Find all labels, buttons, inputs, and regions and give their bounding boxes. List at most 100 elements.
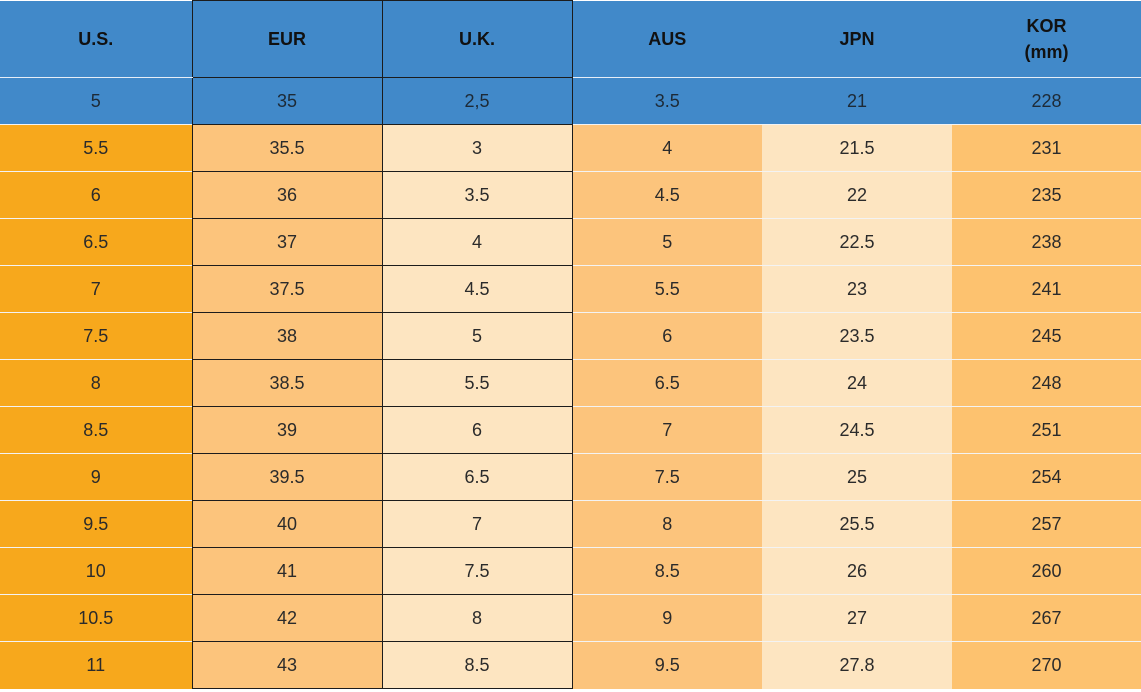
cell-us: 9 xyxy=(0,453,192,501)
header-aus: AUS xyxy=(571,0,762,78)
cell-jpn: 25 xyxy=(762,453,952,501)
cell-us: 10.5 xyxy=(0,594,192,642)
cell-uk: 7.5 xyxy=(381,547,573,595)
table-row: 8.5 39 6 7 24.5 251 xyxy=(0,406,1141,454)
cell-aus: 6.5 xyxy=(572,359,762,407)
cell-aus: 9 xyxy=(572,594,762,642)
table-row: 9.5 40 7 8 25.5 257 xyxy=(0,500,1141,548)
cell-aus: 4 xyxy=(572,124,762,172)
cell-jpn: 21.5 xyxy=(762,124,952,172)
cell-eur: 36 xyxy=(191,171,383,219)
cell-jpn: 26 xyxy=(762,547,952,595)
cell-eur: 39 xyxy=(191,406,383,454)
cell-jpn: 21 xyxy=(762,77,952,125)
cell-jpn: 23.5 xyxy=(762,312,952,360)
cell-uk: 8.5 xyxy=(381,641,573,689)
cell-uk: 4.5 xyxy=(381,265,573,313)
cell-us: 8.5 xyxy=(0,406,192,454)
table-row: 8 38.5 5.5 6.5 24 248 xyxy=(0,359,1141,407)
cell-eur: 39.5 xyxy=(191,453,383,501)
cell-uk: 3.5 xyxy=(381,171,573,219)
table-row: 11 43 8.5 9.5 27.8 270 xyxy=(0,641,1141,689)
cell-us: 7.5 xyxy=(0,312,192,360)
cell-eur: 35 xyxy=(191,77,383,125)
header-kor-unit: (mm) xyxy=(1024,41,1069,62)
cell-eur: 38 xyxy=(191,312,383,360)
table-row: 9 39.5 6.5 7.5 25 254 xyxy=(0,453,1141,501)
cell-jpn: 25.5 xyxy=(762,500,952,548)
cell-kor: 248 xyxy=(952,359,1141,407)
cell-jpn: 23 xyxy=(762,265,952,313)
header-uk: U.K. xyxy=(381,0,573,78)
cell-us: 11 xyxy=(0,641,192,689)
cell-kor: 238 xyxy=(952,218,1141,266)
table-row: 5 35 2,5 3.5 21 228 xyxy=(0,77,1141,125)
cell-uk: 3 xyxy=(381,124,573,172)
header-us: U.S. xyxy=(0,0,192,78)
cell-uk: 5 xyxy=(381,312,573,360)
cell-uk: 8 xyxy=(381,594,573,642)
cell-eur: 37 xyxy=(191,218,383,266)
cell-aus: 5.5 xyxy=(572,265,762,313)
header-jpn: JPN xyxy=(762,0,952,78)
table-row: 10.5 42 8 9 27 267 xyxy=(0,594,1141,642)
cell-eur: 41 xyxy=(191,547,383,595)
table-row: 10 41 7.5 8.5 26 260 xyxy=(0,547,1141,595)
cell-us: 8 xyxy=(0,359,192,407)
cell-eur: 35.5 xyxy=(191,124,383,172)
cell-jpn: 22 xyxy=(762,171,952,219)
cell-aus: 3.5 xyxy=(571,77,762,125)
cell-kor: 257 xyxy=(952,500,1141,548)
cell-us: 7 xyxy=(0,265,192,313)
cell-jpn: 27.8 xyxy=(762,641,952,689)
cell-aus: 9.5 xyxy=(572,641,762,689)
cell-us: 5.5 xyxy=(0,124,192,172)
cell-uk: 4 xyxy=(381,218,573,266)
cell-kor: 270 xyxy=(952,641,1141,689)
cell-eur: 43 xyxy=(191,641,383,689)
cell-aus: 7 xyxy=(572,406,762,454)
cell-uk: 2,5 xyxy=(381,77,573,125)
cell-us: 6 xyxy=(0,171,192,219)
cell-eur: 37.5 xyxy=(191,265,383,313)
cell-kor: 231 xyxy=(952,124,1141,172)
cell-kor: 241 xyxy=(952,265,1141,313)
table-row: 6.5 37 4 5 22.5 238 xyxy=(0,218,1141,266)
cell-kor: 267 xyxy=(952,594,1141,642)
cell-aus: 5 xyxy=(572,218,762,266)
cell-jpn: 22.5 xyxy=(762,218,952,266)
table-row: 5.5 35.5 3 4 21.5 231 xyxy=(0,124,1141,172)
cell-aus: 8 xyxy=(572,500,762,548)
table-row: 6 36 3.5 4.5 22 235 xyxy=(0,171,1141,219)
cell-us: 10 xyxy=(0,547,192,595)
cell-us: 5 xyxy=(0,77,192,125)
header-kor-label: KOR xyxy=(1026,15,1067,36)
cell-kor: 254 xyxy=(952,453,1141,501)
cell-kor: 228 xyxy=(952,77,1141,125)
table-body: 5 35 2,5 3.5 21 228 5.5 35.5 3 4 21.5 231 6 36 3.5 4.5 2… xyxy=(0,77,1141,689)
cell-eur: 42 xyxy=(191,594,383,642)
cell-kor: 245 xyxy=(952,312,1141,360)
header-kor: KOR (mm) xyxy=(952,0,1141,78)
cell-kor: 251 xyxy=(952,406,1141,454)
header-eur: EUR xyxy=(191,0,383,78)
cell-kor: 235 xyxy=(952,171,1141,219)
cell-kor: 260 xyxy=(952,547,1141,595)
cell-jpn: 24.5 xyxy=(762,406,952,454)
cell-aus: 6 xyxy=(572,312,762,360)
cell-jpn: 24 xyxy=(762,359,952,407)
cell-uk: 6 xyxy=(381,406,573,454)
cell-aus: 4.5 xyxy=(572,171,762,219)
cell-aus: 8.5 xyxy=(572,547,762,595)
cell-uk: 7 xyxy=(381,500,573,548)
cell-us: 9.5 xyxy=(0,500,192,548)
cell-aus: 7.5 xyxy=(572,453,762,501)
cell-uk: 5.5 xyxy=(381,359,573,407)
cell-jpn: 27 xyxy=(762,594,952,642)
cell-eur: 38.5 xyxy=(191,359,383,407)
header-row: U.S. EUR U.K. AUS JPN KOR (mm) xyxy=(0,0,1141,78)
cell-uk: 6.5 xyxy=(381,453,573,501)
cell-eur: 40 xyxy=(191,500,383,548)
